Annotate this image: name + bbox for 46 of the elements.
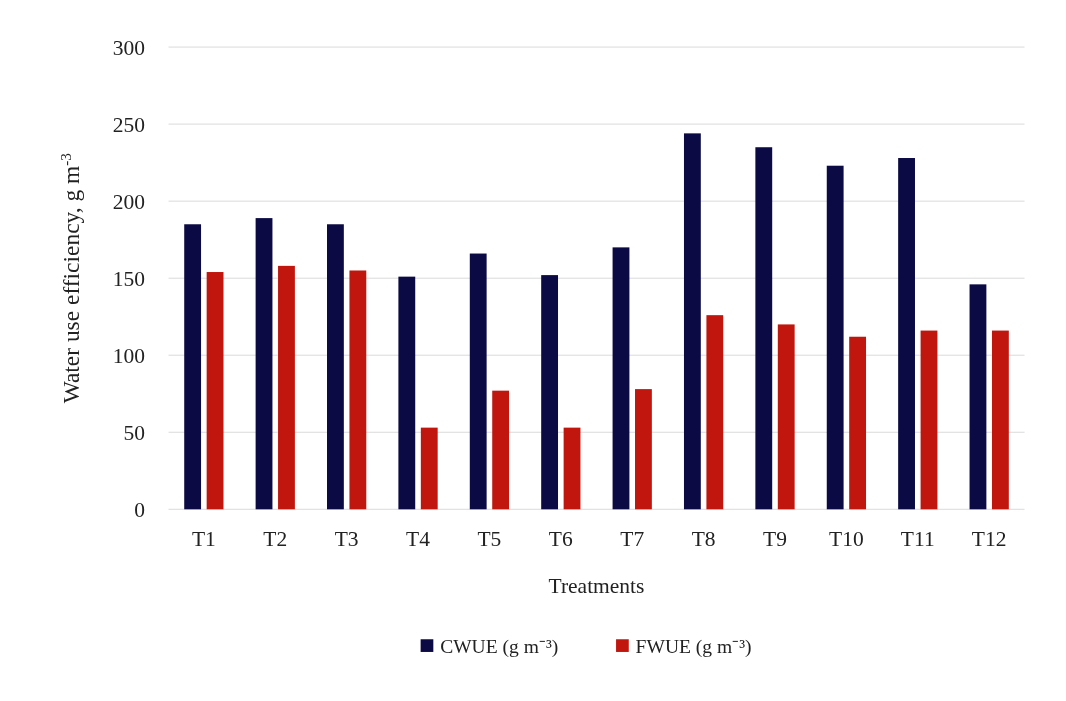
x-tick-label: T8 <box>691 527 716 552</box>
x-tick-label: T10 <box>829 527 864 552</box>
bar <box>969 284 987 510</box>
bar <box>469 253 487 510</box>
bar <box>327 224 344 510</box>
x-tick-label: T2 <box>263 527 288 552</box>
y-tick-label: 300 <box>112 35 146 60</box>
x-tick-label: T3 <box>334 527 359 552</box>
bar <box>278 265 295 510</box>
bar <box>184 224 202 510</box>
bar <box>206 272 224 510</box>
bar <box>563 427 581 510</box>
bar <box>755 147 773 510</box>
y-tick-label: 250 <box>112 112 146 137</box>
y-tick-label: 150 <box>112 266 146 291</box>
bar <box>635 389 652 510</box>
x-tick-label: T6 <box>548 527 574 552</box>
bar <box>920 330 938 510</box>
x-tick-label: T5 <box>477 527 502 552</box>
x-tick-label: T4 <box>406 527 431 552</box>
bar <box>849 336 867 510</box>
x-tick-label: T7 <box>620 527 645 552</box>
x-axis-title: Treatments <box>548 574 645 599</box>
bar <box>826 165 844 510</box>
y-tick-label: 200 <box>112 189 146 214</box>
bar <box>683 133 701 510</box>
x-tick-label: T9 <box>763 527 787 552</box>
y-tick-label: 0 <box>134 497 146 522</box>
x-tick-label: T12 <box>971 527 1007 552</box>
bar <box>492 390 510 510</box>
bar <box>255 218 273 510</box>
bar <box>612 247 630 510</box>
bar <box>398 276 416 510</box>
bar <box>777 324 795 510</box>
bar <box>991 330 1009 510</box>
bar <box>349 270 367 510</box>
x-tick-label: T11 <box>900 527 935 552</box>
bar <box>898 158 915 510</box>
bar <box>541 275 559 510</box>
bar <box>420 427 438 510</box>
legend-label: FWUE (g m⁻³) <box>635 635 752 658</box>
legend-label: CWUE (g m⁻³) <box>440 635 559 658</box>
y-tick-label: 50 <box>123 420 146 445</box>
y-tick-label: 100 <box>112 343 146 368</box>
x-tick-label: T1 <box>191 527 216 552</box>
bar <box>706 315 724 510</box>
